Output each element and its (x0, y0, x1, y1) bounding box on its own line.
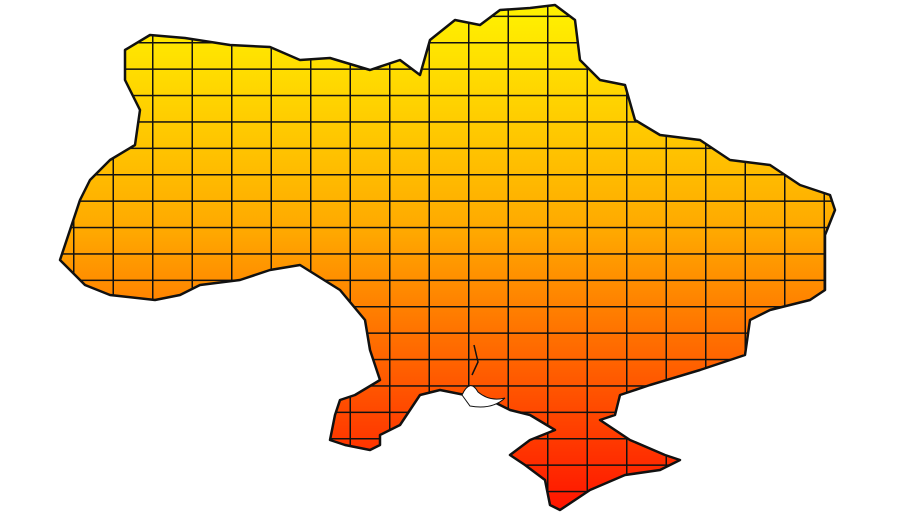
lagoon (461, 385, 506, 408)
river (471, 344, 479, 376)
grid-overlay (60, 5, 835, 510)
